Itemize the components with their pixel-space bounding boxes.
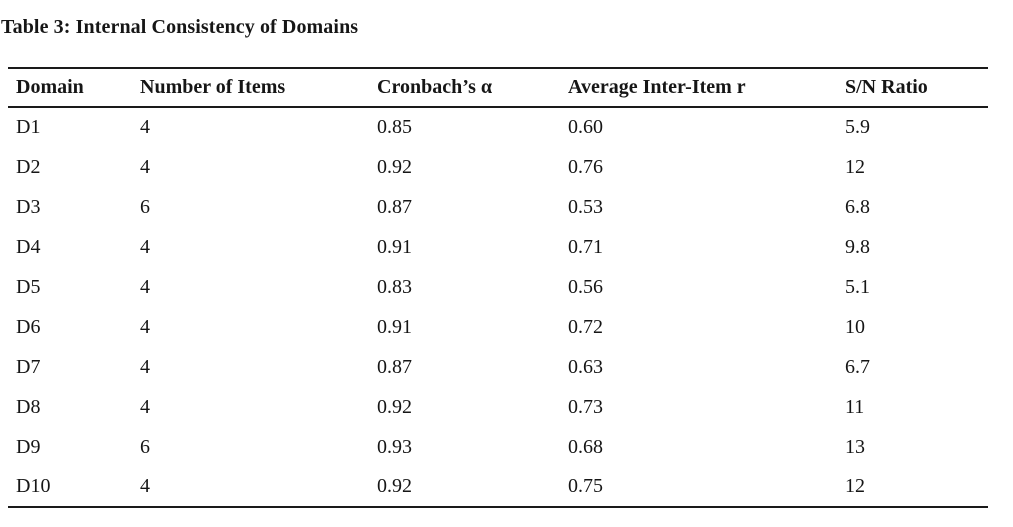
- table-cell: 4: [140, 155, 150, 178]
- table-row: D4 4 0.91 0.71 9.8: [8, 227, 988, 267]
- domain-cell: D6: [16, 315, 41, 338]
- table-header: Domain Number of Items Cronbach’s α Average…: [8, 67, 988, 108]
- table-cell: 0.76: [568, 155, 603, 178]
- table-cell: 0.75: [568, 467, 845, 508]
- table-cell: 6: [140, 195, 150, 218]
- column-header-average-inter-item-r: Average Inter-Item r: [568, 67, 845, 108]
- table-cell: 4: [140, 235, 150, 258]
- table-cell: 9.8: [845, 235, 870, 258]
- table-cell: 0.53: [568, 195, 603, 218]
- table-cell: 4: [140, 116, 150, 138]
- domain-cell: D5: [16, 275, 41, 298]
- table-cell: 0.71: [568, 235, 603, 258]
- table-body: D1 4 0.85 0.60 5.9 D2 4 0.92 0.76 12 D3 6 0.87 0.53 6.…: [8, 107, 988, 508]
- table-cell: 6.7: [845, 355, 870, 378]
- table-cell: 0.60: [568, 116, 603, 138]
- table-cell: 4: [140, 355, 150, 378]
- table-cell: 4: [140, 395, 150, 418]
- table-cell: 0.92: [377, 395, 412, 418]
- table-cell: 4: [140, 275, 150, 298]
- table-cell: 0.63: [568, 355, 603, 378]
- table-cell: 0.92: [377, 467, 568, 508]
- table-cell: 0.87: [377, 195, 412, 218]
- table-cell: 0.87: [377, 355, 412, 378]
- domain-cell: D2: [16, 155, 41, 178]
- table-row: D6 4 0.91 0.72 10: [8, 307, 988, 347]
- table-cell: 0.85: [377, 116, 412, 138]
- column-header-s-n-ratio: S/N Ratio: [845, 67, 988, 108]
- table-cell: 6: [140, 435, 150, 458]
- table-cell: 0.93: [377, 435, 412, 458]
- table-cell: 10: [845, 315, 865, 338]
- table-row: D3 6 0.87 0.53 6.8: [8, 187, 988, 227]
- table-row: D2 4 0.92 0.76 12: [8, 147, 988, 187]
- table-row: D1 4 0.85 0.60 5.9: [8, 107, 988, 147]
- table-cell: 11: [845, 395, 865, 418]
- table-cell: 0.56: [568, 275, 603, 298]
- table-cell: 0.73: [568, 395, 603, 418]
- table-cell: 5.1: [845, 275, 870, 298]
- table-cell: 4: [140, 315, 150, 338]
- domain-cell: D3: [16, 195, 41, 218]
- table-caption: Table 3: Internal Consistency of Domains: [1, 16, 359, 38]
- table-row: D5 4 0.83 0.56 5.1: [8, 267, 988, 307]
- domain-cell: D1: [16, 116, 41, 138]
- table-cell: 5.9: [845, 116, 870, 138]
- table-cell: 0.91: [377, 235, 412, 258]
- table-header-row: Domain Number of Items Cronbach’s α Average…: [8, 67, 988, 108]
- domain-cell: D7: [16, 355, 41, 378]
- table-cell: 12: [845, 467, 988, 508]
- column-header-number-of-items: Number of Items: [140, 67, 377, 108]
- domain-cell: D8: [16, 395, 41, 418]
- table-cell: 0.83: [377, 275, 412, 298]
- domain-cell: D10: [8, 467, 140, 508]
- table-row: D8 4 0.92 0.73 11: [8, 387, 988, 427]
- table-cell: 0.72: [568, 315, 603, 338]
- table-cell: 6.8: [845, 195, 870, 218]
- table-cell: 12: [845, 155, 865, 178]
- table-row: D9 6 0.93 0.68 13: [8, 427, 988, 467]
- internal-consistency-table: Domain Number of Items Cronbach’s α Average…: [8, 67, 988, 508]
- table-cell: 4: [140, 467, 377, 508]
- table-cell: 0.92: [377, 155, 412, 178]
- column-header-cronbach-s: Cronbach’s α: [377, 67, 568, 108]
- table-cell: 0.91: [377, 315, 412, 338]
- table-cell: 0.68: [568, 435, 603, 458]
- table-row: D7 4 0.87 0.63 6.7: [8, 347, 988, 387]
- domain-cell: D9: [16, 435, 41, 458]
- table-row: D10 4 0.92 0.75 12: [8, 467, 988, 508]
- domain-cell: D4: [16, 235, 41, 258]
- table-cell: 13: [845, 435, 865, 458]
- column-header-domain: Domain: [8, 67, 140, 108]
